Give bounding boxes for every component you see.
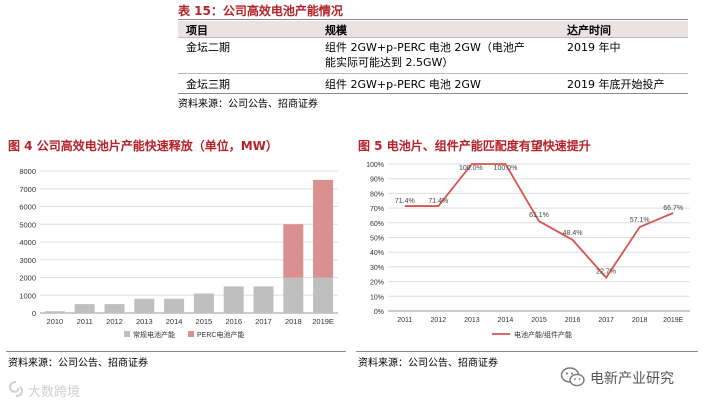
figure5-chart: 0% 10% 20% 30% 40% 50% 60% 70% 80% 90% 100% 71.4% 20…: [366, 162, 690, 339]
figure4-chart: 0 1000 2000 3000 4000 5000 6000 7000 8000 2010 201…: [19, 167, 338, 339]
x-tick-label: 2016: [565, 317, 581, 324]
y-tick-label: 70%: [370, 206, 384, 213]
bar-conventional: [193, 293, 214, 313]
y-tick-label: 2000: [19, 274, 36, 283]
table-bottom-rule: [178, 93, 688, 94]
x-tick-label: 2012: [431, 317, 447, 324]
y-tick-label: 0%: [374, 309, 384, 316]
x-tick-label: 2011: [397, 317, 412, 324]
figure5-title: 图 5 电池片、组件产能匹配度有望快速提升: [358, 139, 591, 153]
table-header-item: 项目: [186, 24, 208, 37]
y-tick-label: 60%: [370, 221, 384, 228]
data-label: 71.4%: [395, 198, 415, 205]
figure4-bottom-rule: [6, 351, 346, 352]
x-tick-label: 2013: [136, 317, 153, 326]
table-header-scale: 规模: [325, 24, 347, 37]
bar-conventional: [134, 298, 155, 313]
data-label: 61.1%: [529, 212, 549, 219]
brand-name: 电新产业研究: [590, 371, 674, 387]
y-tick-label: 7000: [19, 185, 36, 194]
x-tick-label: 2010: [47, 317, 64, 326]
table-row-rule: [178, 73, 688, 74]
y-tick-label: 4000: [19, 238, 36, 247]
x-tick-label: 2011: [77, 317, 93, 326]
table-row-1-time: 2019 年中: [567, 41, 621, 54]
x-tick-label: 2012: [106, 317, 123, 326]
data-label: 48.4%: [563, 230, 583, 237]
table-row-1-item: 金坛二期: [186, 41, 230, 54]
table-row-1-scale-cont: 能实际可能达到 2.5GW）: [325, 56, 454, 69]
legend-swatch: [124, 331, 130, 337]
x-tick-label: 2013: [464, 317, 480, 324]
y-tick-label: 90%: [370, 177, 384, 184]
table-row-2-time: 2019 年底开始投产: [567, 78, 665, 91]
y-tick-label: 3000: [19, 256, 36, 265]
x-tick-label: 2018: [632, 317, 648, 324]
bar-conventional: [164, 298, 185, 313]
x-tick-label: 2016: [225, 317, 242, 326]
x-tick-label: 2017: [255, 317, 272, 326]
x-tick-label: 2015: [531, 317, 547, 324]
y-tick-label: 40%: [370, 250, 384, 257]
bar-conventional: [74, 304, 95, 313]
watermark-text: 大数跨境: [28, 385, 81, 400]
table-title: 表 15：公司高效电池产能情况: [178, 4, 343, 18]
data-label: 57.1%: [630, 217, 650, 224]
bar-conventional: [283, 277, 304, 313]
table-row-1-scale: 组件 2GW+p-PERC 电池 2GW（电池产: [325, 41, 525, 54]
data-label: 100.0%: [459, 165, 483, 172]
y-tick-label: 5000: [19, 220, 36, 229]
figure5-source: 资料来源：公司公告、招商证券: [358, 358, 498, 369]
table-top-rule: [178, 19, 688, 20]
table-header-bg: [178, 21, 688, 37]
x-tick-label: 2017: [598, 317, 614, 324]
bar-conventional: [44, 311, 65, 313]
y-tick-label: 20%: [370, 280, 384, 287]
y-tick-label: 8000: [19, 167, 36, 176]
legend-entry: PERC电池产能: [197, 330, 244, 339]
y-tick-label: 6000: [19, 203, 36, 212]
x-tick-label: 2014: [166, 317, 183, 326]
bar-conventional: [104, 304, 125, 313]
figure5-bottom-rule: [356, 351, 698, 352]
wechat-icon: [560, 367, 585, 387]
x-tick-label: 2019E: [312, 317, 334, 326]
table-source: 资料来源：公司公告、招商证券: [178, 99, 318, 110]
x-tick-label: 2019E: [663, 317, 684, 324]
y-tick-label: 0: [32, 309, 36, 318]
table-header-rule: [178, 37, 688, 38]
swirl-logo-icon: [8, 381, 24, 397]
legend-swatch: [188, 331, 194, 337]
bar-conventional: [313, 277, 334, 313]
bar-perc: [313, 179, 334, 278]
y-tick-label: 1000: [19, 291, 36, 300]
y-tick-label: 80%: [370, 191, 384, 198]
bar-perc: [283, 224, 304, 278]
x-tick-label: 2018: [285, 317, 302, 326]
data-label: 22.7%: [596, 269, 616, 276]
y-tick-label: 30%: [370, 265, 384, 272]
bar-conventional: [223, 286, 244, 313]
figure4-title: 图 4 公司高效电池片产能快速释放（单位，MW）: [8, 139, 278, 153]
table-row-2-item: 金坛三期: [186, 78, 230, 91]
x-tick-label: 2014: [498, 317, 514, 324]
table-row-2-scale: 组件 2GW+p-PERC 电池 2GW: [325, 78, 481, 91]
bar-conventional: [253, 286, 274, 313]
legend-entry: 常规电池产能: [133, 330, 175, 339]
data-label: 66.7%: [663, 205, 683, 212]
x-tick-label: 2015: [196, 317, 213, 326]
series-line: [404, 163, 674, 280]
y-tick-label: 10%: [370, 294, 384, 301]
y-tick-label: 50%: [370, 236, 384, 243]
y-tick-label: 100%: [366, 162, 384, 169]
legend-entry: 电池产能/组件产能: [514, 330, 572, 339]
figure4-source: 资料来源：公司公告、招商证券: [8, 358, 148, 369]
data-label: 71.4%: [428, 198, 448, 205]
data-label: 100.0%: [494, 165, 518, 172]
table-header-time: 达产时间: [567, 24, 611, 37]
